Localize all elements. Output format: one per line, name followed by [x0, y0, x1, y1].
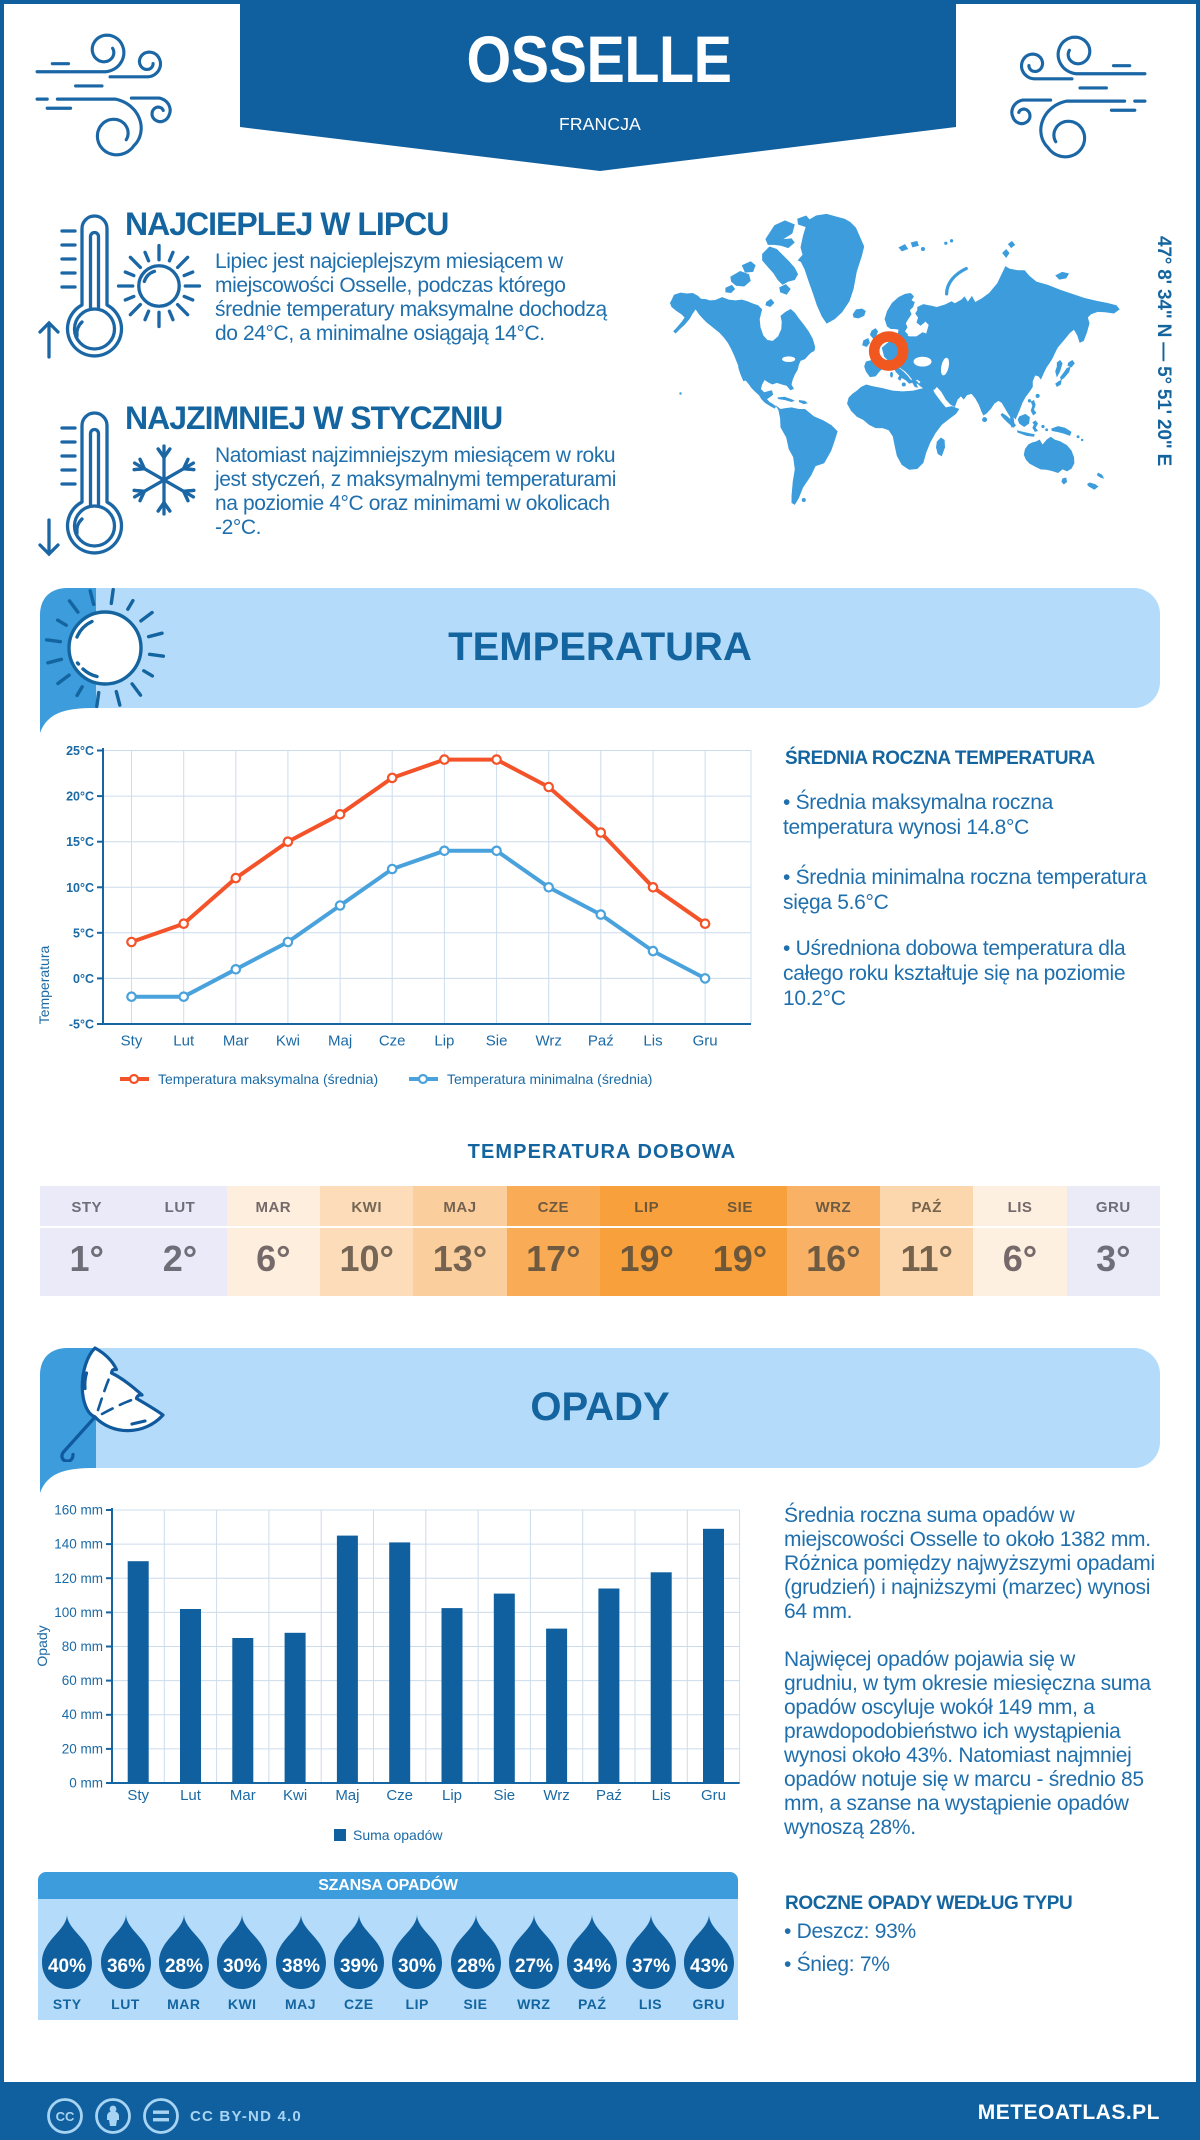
svg-text:40%: 40% — [48, 1956, 86, 1977]
svg-text:Opady: Opady — [34, 1625, 50, 1666]
svg-text:25°C: 25°C — [66, 744, 94, 758]
svg-text:43%: 43% — [690, 1956, 728, 1977]
svg-text:40 mm: 40 mm — [62, 1707, 103, 1722]
svg-text:Suma opadów: Suma opadów — [353, 1827, 443, 1843]
svg-text:Temperatura: Temperatura — [36, 945, 52, 1024]
svg-text:-5°C: -5°C — [69, 1018, 94, 1032]
svg-text:Sty: Sty — [121, 1033, 143, 1050]
svg-text:38%: 38% — [281, 1956, 319, 1977]
svg-text:80 mm: 80 mm — [62, 1639, 103, 1654]
svg-text:Maj: Maj — [335, 1787, 359, 1804]
svg-text:39%: 39% — [340, 1956, 378, 1977]
svg-text:20 mm: 20 mm — [62, 1741, 103, 1756]
svg-text:Lis: Lis — [643, 1033, 662, 1050]
svg-text:34%: 34% — [573, 1956, 611, 1977]
svg-text:5°C: 5°C — [73, 926, 94, 940]
svg-text:160 mm: 160 mm — [54, 1503, 103, 1518]
svg-text:120 mm: 120 mm — [54, 1571, 103, 1586]
svg-text:15°C: 15°C — [66, 835, 94, 849]
svg-text:Mar: Mar — [223, 1033, 249, 1050]
svg-text:Temperatura maksymalna (średni: Temperatura maksymalna (średnia) — [158, 1071, 378, 1087]
svg-text:Lut: Lut — [173, 1033, 195, 1050]
svg-text:CC: CC — [56, 2109, 75, 2124]
svg-text:Cze: Cze — [379, 1033, 406, 1050]
svg-text:0 mm: 0 mm — [69, 1776, 103, 1791]
svg-text:Kwi: Kwi — [283, 1787, 307, 1804]
svg-text:27%: 27% — [515, 1956, 553, 1977]
svg-text:Lip: Lip — [442, 1787, 462, 1804]
svg-text:Sie: Sie — [486, 1033, 508, 1050]
svg-text:30%: 30% — [398, 1956, 436, 1977]
svg-text:0°C: 0°C — [73, 972, 94, 986]
svg-text:Sty: Sty — [127, 1787, 149, 1804]
svg-text:20°C: 20°C — [66, 790, 94, 804]
svg-text:Lis: Lis — [652, 1787, 671, 1804]
svg-text:Gru: Gru — [693, 1033, 718, 1050]
svg-text:60 mm: 60 mm — [62, 1673, 103, 1688]
svg-text:Lut: Lut — [180, 1787, 202, 1804]
svg-text:Paź: Paź — [596, 1787, 622, 1804]
svg-text:Wrz: Wrz — [543, 1787, 569, 1804]
svg-text:Sie: Sie — [493, 1787, 515, 1804]
svg-text:Wrz: Wrz — [536, 1033, 562, 1050]
svg-text:30%: 30% — [223, 1956, 261, 1977]
svg-text:Temperatura minimalna (średnia: Temperatura minimalna (średnia) — [447, 1071, 652, 1087]
svg-text:37%: 37% — [631, 1956, 669, 1977]
svg-text:Kwi: Kwi — [276, 1033, 300, 1050]
svg-text:10°C: 10°C — [66, 881, 94, 895]
svg-text:100 mm: 100 mm — [54, 1605, 103, 1620]
svg-text:28%: 28% — [165, 1956, 203, 1977]
svg-text:Paź: Paź — [588, 1033, 614, 1050]
svg-text:Gru: Gru — [701, 1787, 726, 1804]
svg-text:140 mm: 140 mm — [54, 1537, 103, 1552]
svg-text:Cze: Cze — [386, 1787, 413, 1804]
svg-text:28%: 28% — [456, 1956, 494, 1977]
svg-text:Mar: Mar — [230, 1787, 256, 1804]
svg-text:Lip: Lip — [434, 1033, 454, 1050]
svg-text:36%: 36% — [106, 1956, 144, 1977]
svg-text:Maj: Maj — [328, 1033, 352, 1050]
